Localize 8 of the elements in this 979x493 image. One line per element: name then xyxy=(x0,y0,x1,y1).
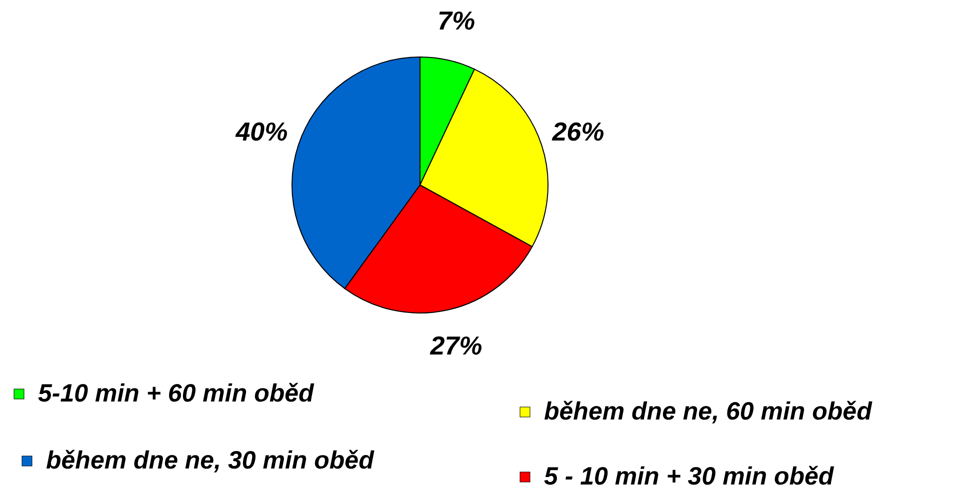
legend-label: 5 - 10 min + 30 min oběd xyxy=(544,462,834,491)
legend-label: 5-10 min + 60 min oběd xyxy=(38,380,315,408)
data-label: 26% xyxy=(551,116,604,146)
data-label: 7% xyxy=(438,5,476,36)
data-label: 40% xyxy=(234,116,288,146)
data-label: 27% xyxy=(429,330,482,360)
legend-label: během dne ne, 30 min oběd xyxy=(46,446,375,475)
legend-label: během dne ne, 60 min oběd xyxy=(544,398,873,426)
